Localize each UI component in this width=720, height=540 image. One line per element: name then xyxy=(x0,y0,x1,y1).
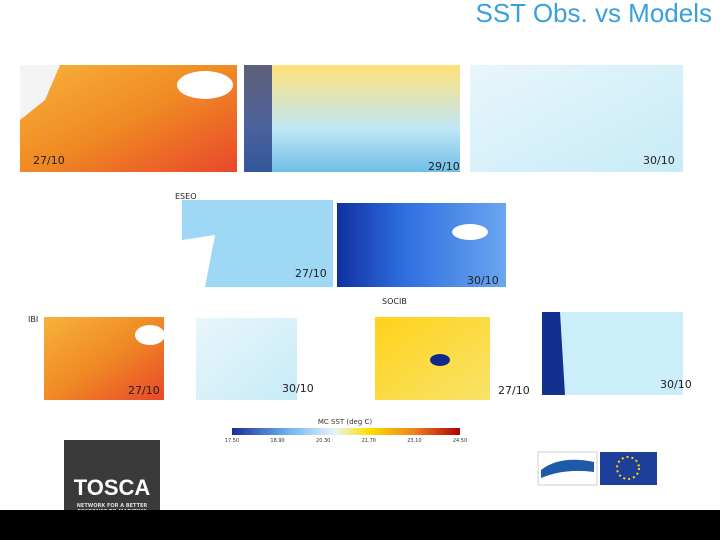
colorbar: MC SST (deg C) 17.50 18.90 20.30 21.70 23.10… xyxy=(225,418,467,444)
logo-name: TOSCA xyxy=(74,475,151,500)
map-image xyxy=(542,312,683,395)
colorbar-label: MC SST (deg C) xyxy=(318,418,373,426)
cloud-mask xyxy=(244,65,272,172)
map-image xyxy=(244,65,460,172)
partner-logos xyxy=(537,451,657,486)
med-wave xyxy=(541,459,594,478)
row-3: SOCIB IBI 27/10 30/10 27/10 30/10 xyxy=(28,297,692,400)
model-label: IBI xyxy=(28,315,38,324)
footer-bar xyxy=(0,510,720,540)
map-image xyxy=(196,318,297,400)
date-label: 27/10 xyxy=(33,154,65,167)
eu-stars xyxy=(616,456,640,480)
colorbar-tick: 23.10 xyxy=(407,438,421,444)
colorbar-tick: 18.90 xyxy=(270,438,284,444)
model-label: ESEO xyxy=(175,192,196,201)
date-label: 29/10 xyxy=(428,160,460,173)
date-label: 27/10 xyxy=(128,384,160,397)
row-2: ESEO 27/10 30/10 xyxy=(175,192,506,287)
colorbar-tick: 24.50 xyxy=(453,438,467,444)
date-label: 27/10 xyxy=(498,384,530,397)
land xyxy=(135,325,165,345)
colorbar-tick: 21.70 xyxy=(362,438,376,444)
land xyxy=(452,224,488,240)
map-image xyxy=(337,203,506,287)
date-label: 30/10 xyxy=(643,154,675,167)
map-image xyxy=(470,65,683,172)
date-label: 30/10 xyxy=(282,382,314,395)
row-1: 27/10 29/10 30/10 xyxy=(20,65,683,173)
colorbar-gradient xyxy=(232,428,460,435)
date-label: 30/10 xyxy=(467,274,499,287)
colorbar-tick: 20.30 xyxy=(316,438,330,444)
land xyxy=(20,65,60,120)
model-label: SOCIB xyxy=(382,297,407,306)
land xyxy=(430,354,450,366)
date-label: 27/10 xyxy=(295,267,327,280)
title: SST Obs. vs Models xyxy=(476,0,713,28)
land xyxy=(182,235,215,287)
land xyxy=(177,71,233,99)
date-label: 30/10 xyxy=(660,378,692,391)
land xyxy=(542,312,565,395)
eu-flag xyxy=(600,452,657,485)
colorbar-tick: 17.50 xyxy=(225,438,239,444)
